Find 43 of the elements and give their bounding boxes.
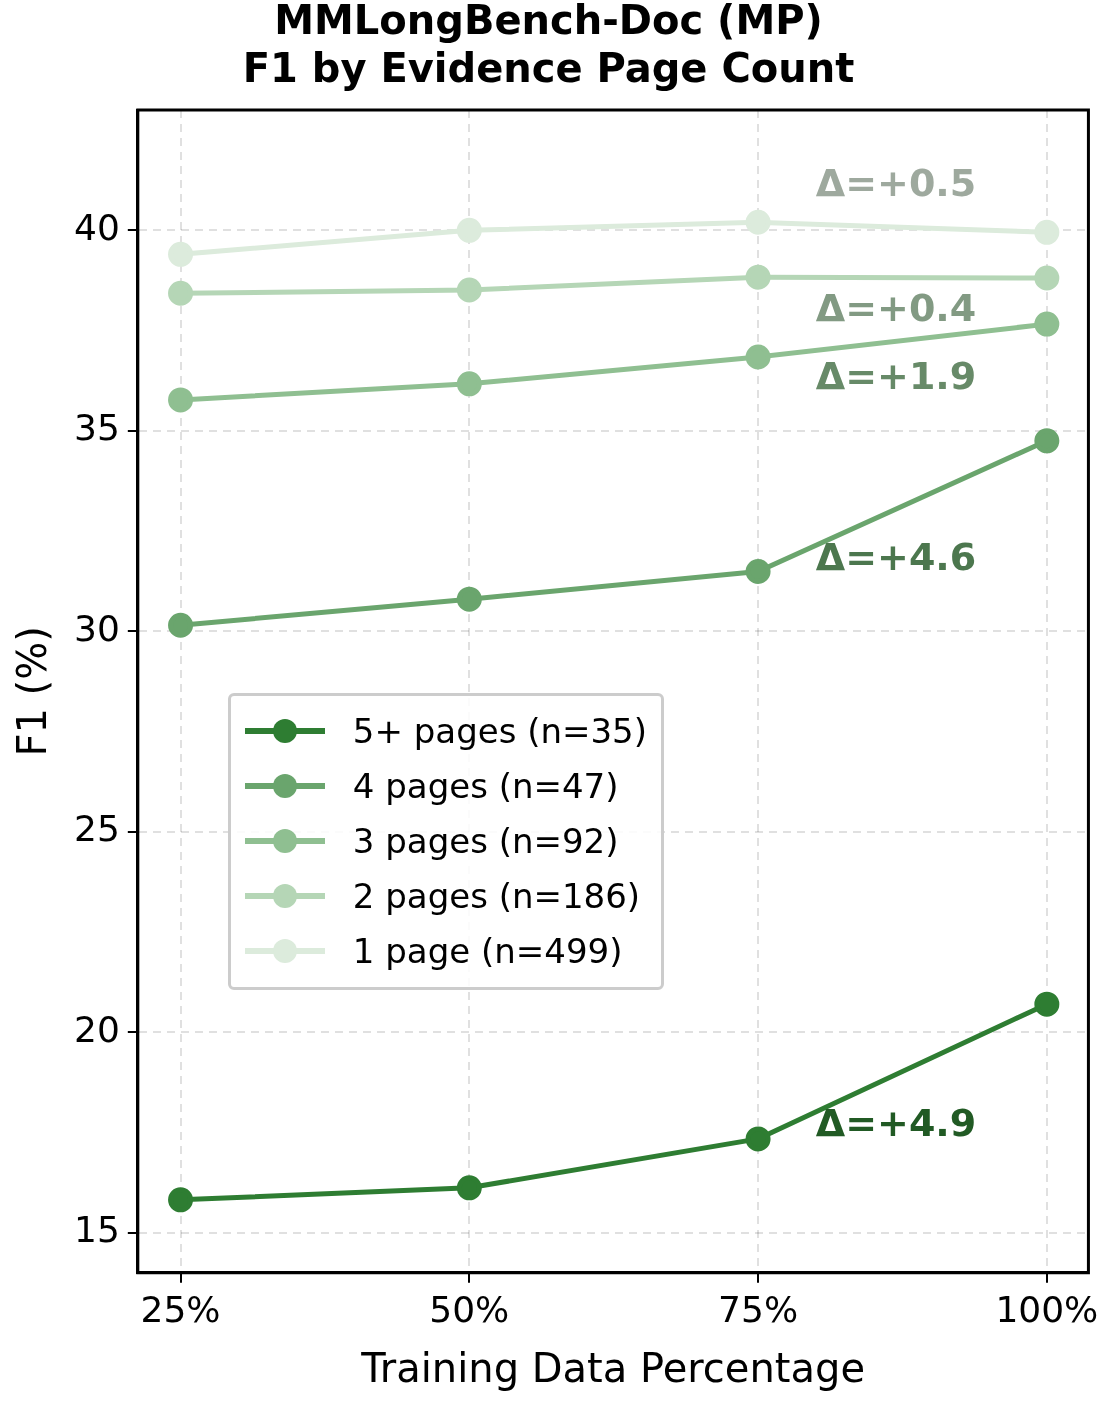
point	[745, 209, 771, 235]
point	[745, 559, 771, 585]
x-tick-label: 100%	[995, 1288, 1099, 1330]
point	[168, 387, 194, 413]
y-tick-label: 40	[74, 206, 120, 248]
legend-label: 5+ pages (n=35)	[352, 711, 647, 752]
point	[745, 1126, 771, 1152]
legend-label: 2 pages (n=186)	[352, 876, 641, 917]
legend-label: 4 pages (n=47)	[352, 766, 619, 807]
y-tick-label: 25	[74, 808, 120, 850]
point	[745, 264, 771, 290]
point	[456, 586, 482, 612]
point	[168, 612, 194, 638]
point	[745, 344, 771, 370]
legend-label: 3 pages (n=92)	[352, 821, 619, 862]
point	[1034, 991, 1060, 1017]
x-tick-label: 75%	[718, 1288, 799, 1330]
point	[168, 1187, 194, 1213]
point	[456, 217, 482, 243]
point	[1034, 311, 1060, 337]
point	[456, 371, 482, 397]
point	[456, 1175, 482, 1201]
chart-title: MMLongBench-Doc (MP) F1 by Evidence Page Count	[242, 0, 855, 92]
annotation: Δ=+0.4	[815, 286, 977, 331]
y-tick-label: 15	[74, 1209, 120, 1251]
y-tick-label: 35	[74, 407, 120, 449]
x-axis-title: Training Data Percentage	[360, 1345, 866, 1392]
point	[1034, 219, 1060, 245]
y-tick-label: 20	[74, 1008, 120, 1050]
point	[456, 277, 482, 303]
annotation: Δ=+4.9	[815, 1100, 977, 1145]
annotation: Δ=+0.5	[815, 160, 977, 205]
x-tick-label: 50%	[429, 1288, 510, 1330]
point	[1034, 265, 1060, 291]
point	[168, 280, 194, 306]
point	[168, 241, 194, 267]
y-tick-label: 30	[74, 607, 120, 649]
point	[1034, 428, 1060, 454]
x-tick-label: 25%	[140, 1288, 221, 1330]
legend-label: 1 page (n=499)	[352, 931, 623, 972]
y-axis-title: F1 (%)	[9, 626, 56, 757]
annotation: Δ=+4.6	[815, 534, 977, 579]
annotation: Δ=+1.9	[815, 354, 977, 399]
